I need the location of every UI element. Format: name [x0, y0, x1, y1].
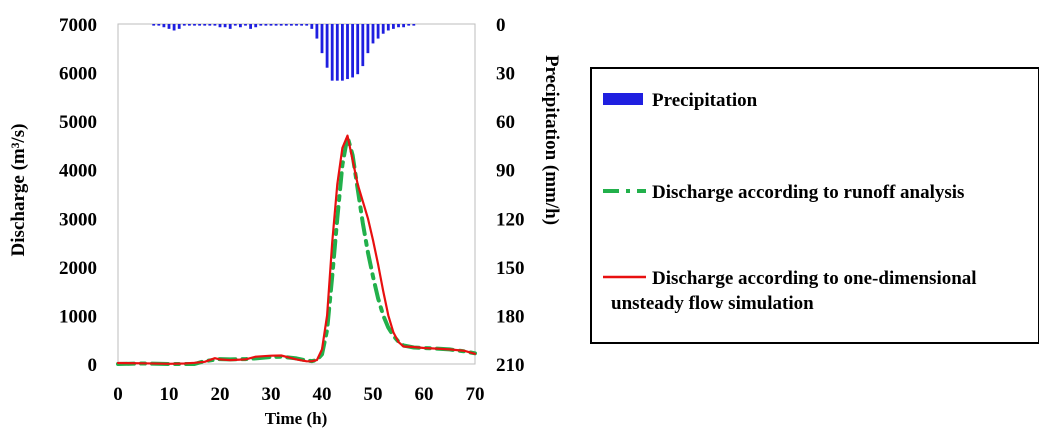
legend-box [590, 67, 1039, 344]
x-tick-label: 0 [113, 384, 123, 405]
precipitation-bar [361, 24, 365, 67]
precipitation-bar [386, 24, 390, 31]
precipitation-bar [346, 24, 349, 80]
x-tick-label: 10 [160, 384, 179, 405]
precipitation-bar [412, 24, 416, 26]
precipitation-bar [218, 24, 222, 28]
x-tick-label: 30 [262, 384, 281, 405]
precipitation-bar [300, 24, 304, 26]
left-y-tick-label: 5000 [59, 112, 97, 133]
precipitation-bar [187, 24, 191, 26]
precipitation-bar [162, 24, 166, 28]
right-y-tick-label: 150 [496, 258, 525, 279]
legend-precipitation-swatch [603, 93, 643, 105]
x-tick-label: 20 [211, 384, 230, 405]
precipitation-bar [264, 24, 268, 26]
precipitation-bar [269, 24, 273, 26]
precipitation-bar [402, 24, 406, 28]
left-y-tick-label: 1000 [59, 306, 97, 327]
precipitation-bar [167, 24, 171, 29]
x-tick-label: 50 [364, 384, 383, 405]
precipitation-bar [193, 24, 196, 26]
left-y-axis-ticks: 0 1000 2000 3000 4000 5000 6000 7000 [59, 15, 97, 376]
left-y-tick-label: 2000 [59, 258, 97, 279]
precipitation-bar [279, 24, 283, 26]
precipitation-bar [233, 24, 237, 26]
precipitation-bar [249, 24, 253, 29]
precipitation-bar [295, 24, 298, 26]
x-axis-label: Time (h) [265, 409, 328, 428]
precipitation-bar [172, 24, 176, 31]
precipitation-bar [335, 24, 339, 81]
precipitation-bar [198, 24, 202, 26]
precipitation-bar [407, 24, 411, 26]
right-y-tick-label: 180 [496, 306, 525, 327]
legend-simulation-label-line1: Discharge according to one-dimensional [652, 268, 977, 289]
precipitation-bar [274, 24, 278, 26]
legend-runoff-label: Discharge according to runoff analysis [652, 182, 964, 203]
right-y-tick-label: 120 [496, 209, 525, 230]
right-y-axis-ticks: 210 180 150 120 90 60 30 0 [496, 15, 525, 376]
legend-precipitation-label: Precipitation [652, 90, 758, 111]
legend: Precipitation Discharge according to run… [590, 67, 1039, 344]
right-y-axis-label: Precipitation (mm/h) [541, 55, 562, 225]
precipitation-bar [340, 24, 344, 81]
precipitation-bar [223, 24, 227, 28]
right-y-tick-label: 30 [496, 64, 515, 85]
left-y-axis-label: Discharge (m³/s) [8, 124, 29, 257]
precipitation-bar [305, 24, 309, 26]
precipitation-bar [238, 24, 242, 28]
precipitation-bar [152, 24, 156, 26]
precipitation-bar [376, 24, 380, 39]
right-y-tick-label: 60 [496, 112, 515, 133]
left-y-tick-label: 0 [88, 355, 98, 376]
precipitation-bar [397, 24, 400, 28]
precipitation-bar [208, 24, 212, 26]
sim-discharge-line [116, 134, 477, 365]
precipitation-bar [391, 24, 395, 29]
precipitation-bar [289, 24, 293, 26]
precipitation-bar [310, 24, 314, 29]
right-y-tick-label: 0 [496, 15, 506, 36]
simulated-discharge-series [116, 134, 477, 365]
precipitation-bar [325, 24, 329, 68]
left-y-tick-label: 4000 [59, 161, 97, 182]
precipitation-bar [381, 24, 385, 34]
plot-frame [117, 23, 476, 365]
precipitation-bar [284, 24, 288, 26]
x-tick-label: 40 [313, 384, 332, 405]
precipitation-bar [213, 24, 217, 26]
precipitation-bar [330, 24, 334, 81]
precipitation-bar [182, 24, 186, 26]
precipitation-bar [259, 24, 263, 26]
precipitation-bar [315, 24, 319, 39]
left-y-tick-label: 7000 [59, 15, 97, 36]
precipitation-bar [371, 24, 375, 44]
precipitation-bar [203, 24, 207, 26]
right-y-tick-label: 90 [496, 161, 515, 182]
precipitation-bar [356, 24, 360, 75]
precipitation-bar [244, 24, 247, 26]
runoff-discharge-series [116, 134, 477, 366]
precipitation-bar [157, 24, 161, 26]
runoff-discharge-line [116, 134, 477, 366]
legend-simulation-label-line2: unsteady flow simulation [611, 293, 814, 314]
plot-area-border [117, 23, 476, 365]
precipitation-bar [366, 24, 370, 54]
precipitation-bar [177, 24, 181, 29]
precipitation-bar [320, 24, 324, 54]
precipitation-bars [152, 24, 416, 81]
left-y-tick-label: 6000 [59, 64, 97, 85]
x-tick-label: 70 [466, 384, 485, 405]
precipitation-bar [351, 24, 355, 78]
left-y-tick-label: 3000 [59, 209, 97, 230]
precipitation-bar [228, 24, 232, 29]
right-y-tick-label: 210 [496, 355, 525, 376]
x-axis-ticks: 0 10 20 30 40 50 60 70 [113, 384, 484, 405]
x-tick-label: 60 [415, 384, 434, 405]
precipitation-bar [254, 24, 258, 28]
